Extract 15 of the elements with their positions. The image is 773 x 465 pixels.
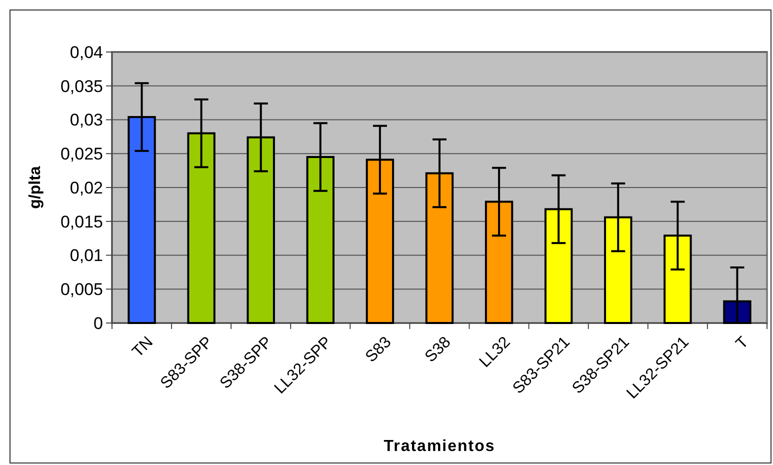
x-tick-label: TN [129, 334, 157, 361]
y-axis-title: g/plta [27, 166, 44, 209]
x-tick-label: T [733, 334, 752, 353]
y-tick-label: 0 [94, 314, 103, 333]
y-tick-label: 0,025 [60, 144, 103, 164]
y-tick-label: 0,035 [60, 76, 103, 96]
y-tick-label: 0,01 [70, 246, 103, 266]
y-tick-label: 0,015 [60, 212, 103, 232]
x-axis-title: Tratamientos [384, 438, 496, 455]
y-tick-label: 0,03 [70, 110, 103, 130]
y-tick-label: 0,04 [70, 42, 103, 62]
x-tick-label: S83 [362, 334, 395, 366]
x-tick-label: S38 [422, 334, 454, 366]
y-tick-label: 0,005 [60, 280, 103, 300]
y-tick-label: 0,02 [70, 178, 103, 198]
